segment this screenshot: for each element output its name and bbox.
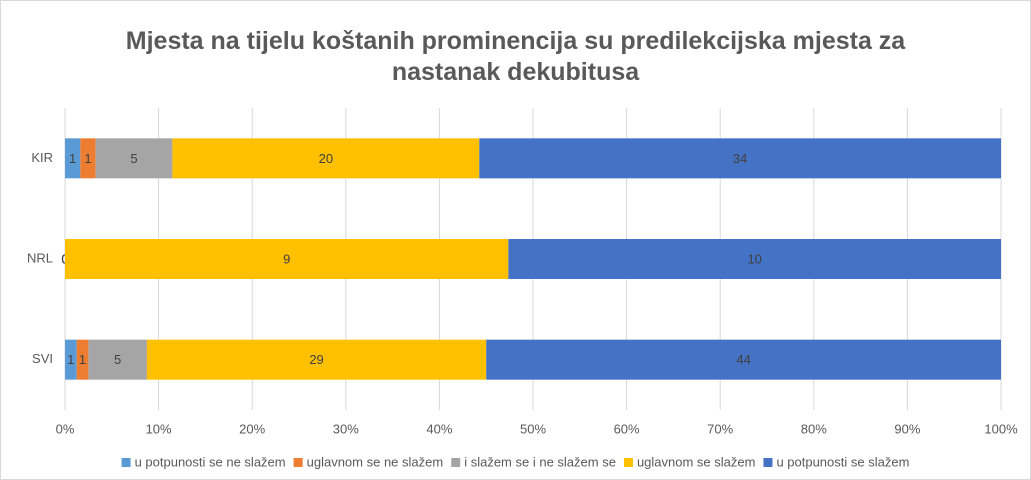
bar-segment bbox=[479, 138, 1002, 179]
bar-segment bbox=[95, 138, 173, 179]
x-tick-label: 60% bbox=[614, 421, 640, 436]
data-label: 1 bbox=[69, 151, 76, 166]
data-label: 1 bbox=[79, 352, 86, 367]
x-tick-label: 40% bbox=[426, 421, 452, 436]
data-label: 9 bbox=[283, 251, 290, 266]
legend-swatch bbox=[293, 458, 303, 467]
x-tick-label: 30% bbox=[333, 421, 359, 436]
data-label: 1 bbox=[67, 352, 74, 367]
legend-swatch bbox=[623, 458, 633, 467]
x-tick-label: 0% bbox=[56, 421, 75, 436]
x-tick-label: 90% bbox=[894, 421, 920, 436]
data-label: 20 bbox=[319, 151, 333, 166]
x-tick-label: 10% bbox=[146, 421, 172, 436]
bar-segment bbox=[508, 239, 1001, 279]
data-label: 34 bbox=[733, 151, 747, 166]
data-label: 29 bbox=[309, 352, 323, 367]
x-tick-label: 20% bbox=[239, 421, 265, 436]
chart-title: Mjesta na tijelu koštanih prominencija s… bbox=[125, 27, 906, 86]
legend-label: u potpunosti se slažem bbox=[776, 454, 909, 469]
bar-segment bbox=[65, 239, 509, 279]
y-tick-label: SVI bbox=[32, 351, 53, 366]
data-label: 5 bbox=[114, 352, 121, 367]
x-tick-label: 100% bbox=[984, 421, 1018, 436]
x-tick-label: 70% bbox=[707, 421, 733, 436]
legend-label: i slažem se i ne slažem se bbox=[464, 454, 616, 469]
bar-segment bbox=[80, 138, 96, 179]
x-tick-label: 50% bbox=[520, 421, 546, 436]
legend-label: u potpunosti se ne slažem bbox=[135, 454, 286, 469]
legend-swatch bbox=[121, 458, 131, 467]
bar-segment bbox=[65, 339, 77, 380]
legend-label: uglavnom se slažem bbox=[637, 454, 756, 469]
bar-segment bbox=[65, 138, 81, 179]
legend-swatch bbox=[763, 458, 773, 467]
data-label: 1 bbox=[84, 151, 91, 166]
legend-swatch bbox=[451, 458, 461, 467]
bar-segment bbox=[172, 138, 480, 179]
x-tick-label: 80% bbox=[801, 421, 827, 436]
bar-segment bbox=[486, 339, 1001, 380]
bar-segment bbox=[88, 339, 147, 380]
bar-segment bbox=[76, 339, 89, 380]
data-label: 10 bbox=[747, 251, 761, 266]
legend-label: uglavnom se ne slažem bbox=[307, 454, 444, 469]
data-label: 44 bbox=[736, 352, 750, 367]
bar-segment bbox=[146, 339, 487, 380]
data-label: 5 bbox=[130, 151, 137, 166]
y-tick-label: NRL bbox=[27, 250, 53, 265]
y-tick-label: KIR bbox=[31, 150, 53, 165]
